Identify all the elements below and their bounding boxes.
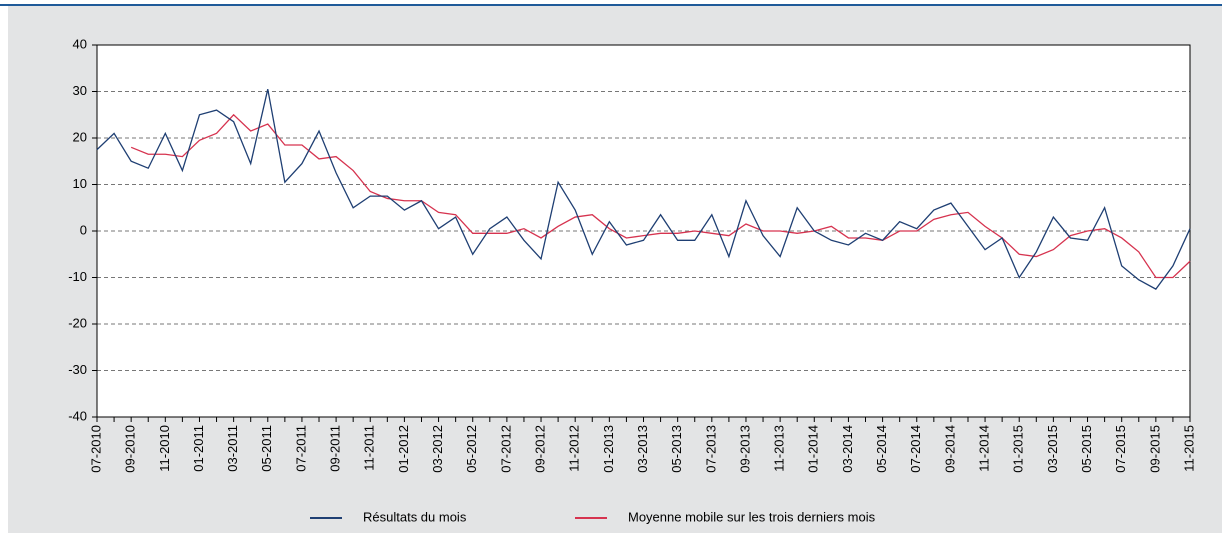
x-tick-label: 07-2012 [498,425,513,473]
x-tick-label: 11-2014 [977,425,992,472]
x-tick-label: 01-2014 [806,425,821,473]
x-tick-label: 07-2010 [88,425,103,473]
x-tick-label: 11-2013 [772,425,787,472]
y-tick-label: -20 [68,315,87,330]
x-tick-label: 11-2012 [567,425,582,472]
legend-label: Moyenne mobile sur les trois derniers mo… [628,509,876,524]
x-tick-label: 07-2014 [908,425,923,473]
legend-label: Résultats du mois [363,509,467,524]
y-tick-label: 10 [73,176,87,191]
x-tick-label: 07-2011 [293,425,308,472]
x-tick-label: 11-2015 [1181,425,1196,472]
x-tick-label: 11-2010 [157,425,172,472]
x-tick-label: 09-2010 [123,425,138,473]
x-tick-label: 03-2011 [225,425,240,472]
series-line [130,113,1191,279]
x-tick-label: 03-2012 [430,425,445,473]
x-tick-label: 07-2015 [1113,425,1128,473]
y-tick-label: -10 [68,269,87,284]
x-tick-label: 01-2013 [601,425,616,473]
x-tick-label: 09-2013 [737,425,752,473]
x-tick-label: 03-2014 [840,425,855,473]
x-tick-label: 09-2015 [1147,425,1162,473]
x-tick-label: 05-2014 [874,425,889,473]
x-tick-label: 05-2012 [464,425,479,473]
y-tick-label: 30 [73,83,87,98]
x-tick-label: 05-2013 [669,425,684,473]
x-tick-label: 07-2013 [703,425,718,473]
series-line [96,89,1191,290]
x-tick-label: 05-2011 [259,425,274,472]
x-tick-label: 11-2011 [362,425,377,471]
x-tick-label: 03-2015 [1045,425,1060,473]
y-tick-label: 0 [80,222,87,237]
y-tick-label: 20 [73,129,87,144]
x-tick-label: 01-2012 [396,425,411,473]
x-tick-label: 05-2015 [1079,425,1094,473]
x-tick-label: 03-2013 [635,425,650,473]
x-tick-label: 09-2011 [328,425,343,472]
x-tick-label: 09-2014 [942,425,957,473]
y-tick-label: -30 [68,362,87,377]
x-tick-label: 01-2011 [191,425,206,472]
x-tick-label: 09-2012 [532,425,547,473]
y-tick-label: -40 [68,408,87,423]
x-tick-label: 01-2015 [1011,425,1026,473]
y-tick-label: 40 [73,36,87,51]
